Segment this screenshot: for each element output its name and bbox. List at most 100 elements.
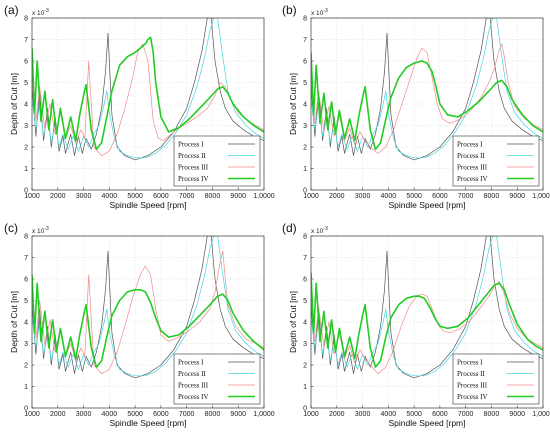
x-tick-label: 2000 (329, 411, 345, 418)
series-line (311, 52, 543, 150)
legend-label: Process II (457, 370, 485, 378)
y-axis-label: Depth of Cut [m] (9, 291, 19, 353)
y-tick-label: 5 (24, 298, 28, 305)
x-tick-label: 1000 (303, 411, 319, 418)
chart-panel: (b) 1000 2000 3000 4000 5000 6000 7000 8000 9000 1… (282, 3, 550, 210)
chart-panel: (c) 1000 2000 3000 4000 5000 6000 7000 8000 9000 1… (4, 221, 275, 428)
y-tick-label: 8 (24, 16, 28, 23)
y-exponent-label: x 10-3 (311, 226, 328, 235)
x-tick-label: 5000 (406, 193, 422, 200)
y-tick-label: 2 (303, 145, 307, 152)
x-tick-label: 2000 (329, 193, 345, 200)
panel-label: (c) (4, 221, 18, 235)
x-tick-label: 3000 (355, 193, 371, 200)
legend-label: Process III (178, 164, 209, 172)
legend: Process I Process II Process III Process IV (173, 135, 261, 187)
y-tick-label: 6 (303, 277, 307, 284)
legend-label: Process II (457, 152, 485, 160)
legend-label: Process I (457, 141, 483, 149)
legend-label: Process IV (178, 393, 209, 401)
y-tick-label: 4 (24, 320, 28, 327)
x-axis-label: Spindle Speed [rpm] (388, 418, 465, 428)
legend-label: Process I (457, 359, 483, 367)
axes-frame (31, 235, 265, 409)
x-tick-label: 8000 (484, 193, 500, 200)
x-tick-label: 7000 (179, 411, 195, 418)
axes-frame (31, 17, 265, 191)
x-tick-label: 1,0000 (253, 193, 275, 200)
x-axis-label: Spindle Speed [rpm] (109, 418, 186, 428)
x-tick-label: 3000 (76, 193, 92, 200)
x-axis-label: Spindle Speed [rpm] (109, 200, 186, 210)
y-tick-label: 5 (303, 298, 307, 305)
series-group (32, 236, 264, 379)
y-tick-label: 5 (24, 80, 28, 87)
x-tick-label: 9000 (509, 193, 525, 200)
y-axis-label: Depth of Cut [m] (288, 291, 298, 353)
y-exponent-label: x 10-3 (32, 8, 49, 17)
panel-label: (d) (282, 221, 297, 235)
panel-label: (a) (4, 3, 19, 17)
y-tick-label: 4 (24, 102, 28, 109)
x-tick-label: 6000 (432, 411, 448, 418)
x-tick-label: 5000 (127, 411, 143, 418)
x-tick-label: 1000 (24, 411, 40, 418)
y-tick-label: 7 (303, 255, 307, 262)
x-tick-label: 4000 (381, 193, 397, 200)
series-line (32, 274, 264, 368)
legend-label: Process IV (178, 175, 209, 183)
y-tick-label: 4 (303, 320, 307, 327)
legend-label: Process III (457, 382, 488, 390)
y-exponent-label: x 10-3 (32, 226, 49, 235)
x-tick-label: 1,0000 (532, 411, 550, 418)
y-tick-label: 4 (303, 102, 307, 109)
legend-label: Process III (178, 382, 209, 390)
y-tick-label: 7 (303, 37, 307, 44)
x-tick-label: 9000 (230, 411, 246, 418)
legend-box (173, 353, 261, 405)
y-tick-label: 6 (24, 277, 28, 284)
x-tick-label: 2000 (50, 411, 66, 418)
y-tick-label: 6 (303, 59, 307, 66)
axes-frame (310, 235, 544, 409)
x-tick-label: 4000 (102, 411, 118, 418)
x-tick-label: 8000 (205, 193, 221, 200)
y-tick-label: 6 (24, 59, 28, 66)
x-tick-label: 8000 (484, 411, 500, 418)
legend-label: Process IV (457, 175, 488, 183)
y-tick-label: 0 (303, 188, 307, 195)
y-tick-label: 2 (303, 363, 307, 370)
x-tick-label: 1000 (303, 193, 319, 200)
x-tick-label: 4000 (102, 193, 118, 200)
y-tick-label: 3 (303, 123, 307, 130)
x-tick-label: 3000 (76, 411, 92, 418)
x-tick-label: 6000 (153, 411, 169, 418)
legend-label: Process II (178, 152, 206, 160)
x-tick-label: 1,0000 (253, 411, 275, 418)
y-tick-label: 8 (303, 234, 307, 241)
y-tick-label: 1 (24, 384, 28, 391)
series-group (311, 236, 543, 379)
y-tick-label: 7 (24, 37, 28, 44)
x-tick-label: 8000 (205, 411, 221, 418)
legend: Process I Process II Process III Process IV (173, 353, 261, 405)
series-group (311, 18, 543, 161)
series-line (32, 36, 264, 150)
y-tick-label: 5 (303, 80, 307, 87)
y-tick-label: 0 (24, 406, 28, 413)
legend-label: Process I (178, 141, 204, 149)
x-tick-label: 9000 (509, 411, 525, 418)
y-tick-label: 0 (303, 406, 307, 413)
x-tick-label: 4000 (381, 411, 397, 418)
series-line (311, 272, 543, 368)
x-tick-label: 7000 (458, 411, 474, 418)
series-group (32, 18, 264, 161)
x-tick-label: 6000 (153, 193, 169, 200)
legend: Process I Process II Process III Process IV (452, 353, 540, 405)
y-axis-label: Depth of Cut [m] (9, 73, 19, 135)
x-tick-label: 2000 (50, 193, 66, 200)
x-axis-label: Spindle Speed [rpm] (388, 200, 465, 210)
y-exponent-label: x 10-3 (311, 8, 328, 17)
y-tick-label: 0 (24, 188, 28, 195)
